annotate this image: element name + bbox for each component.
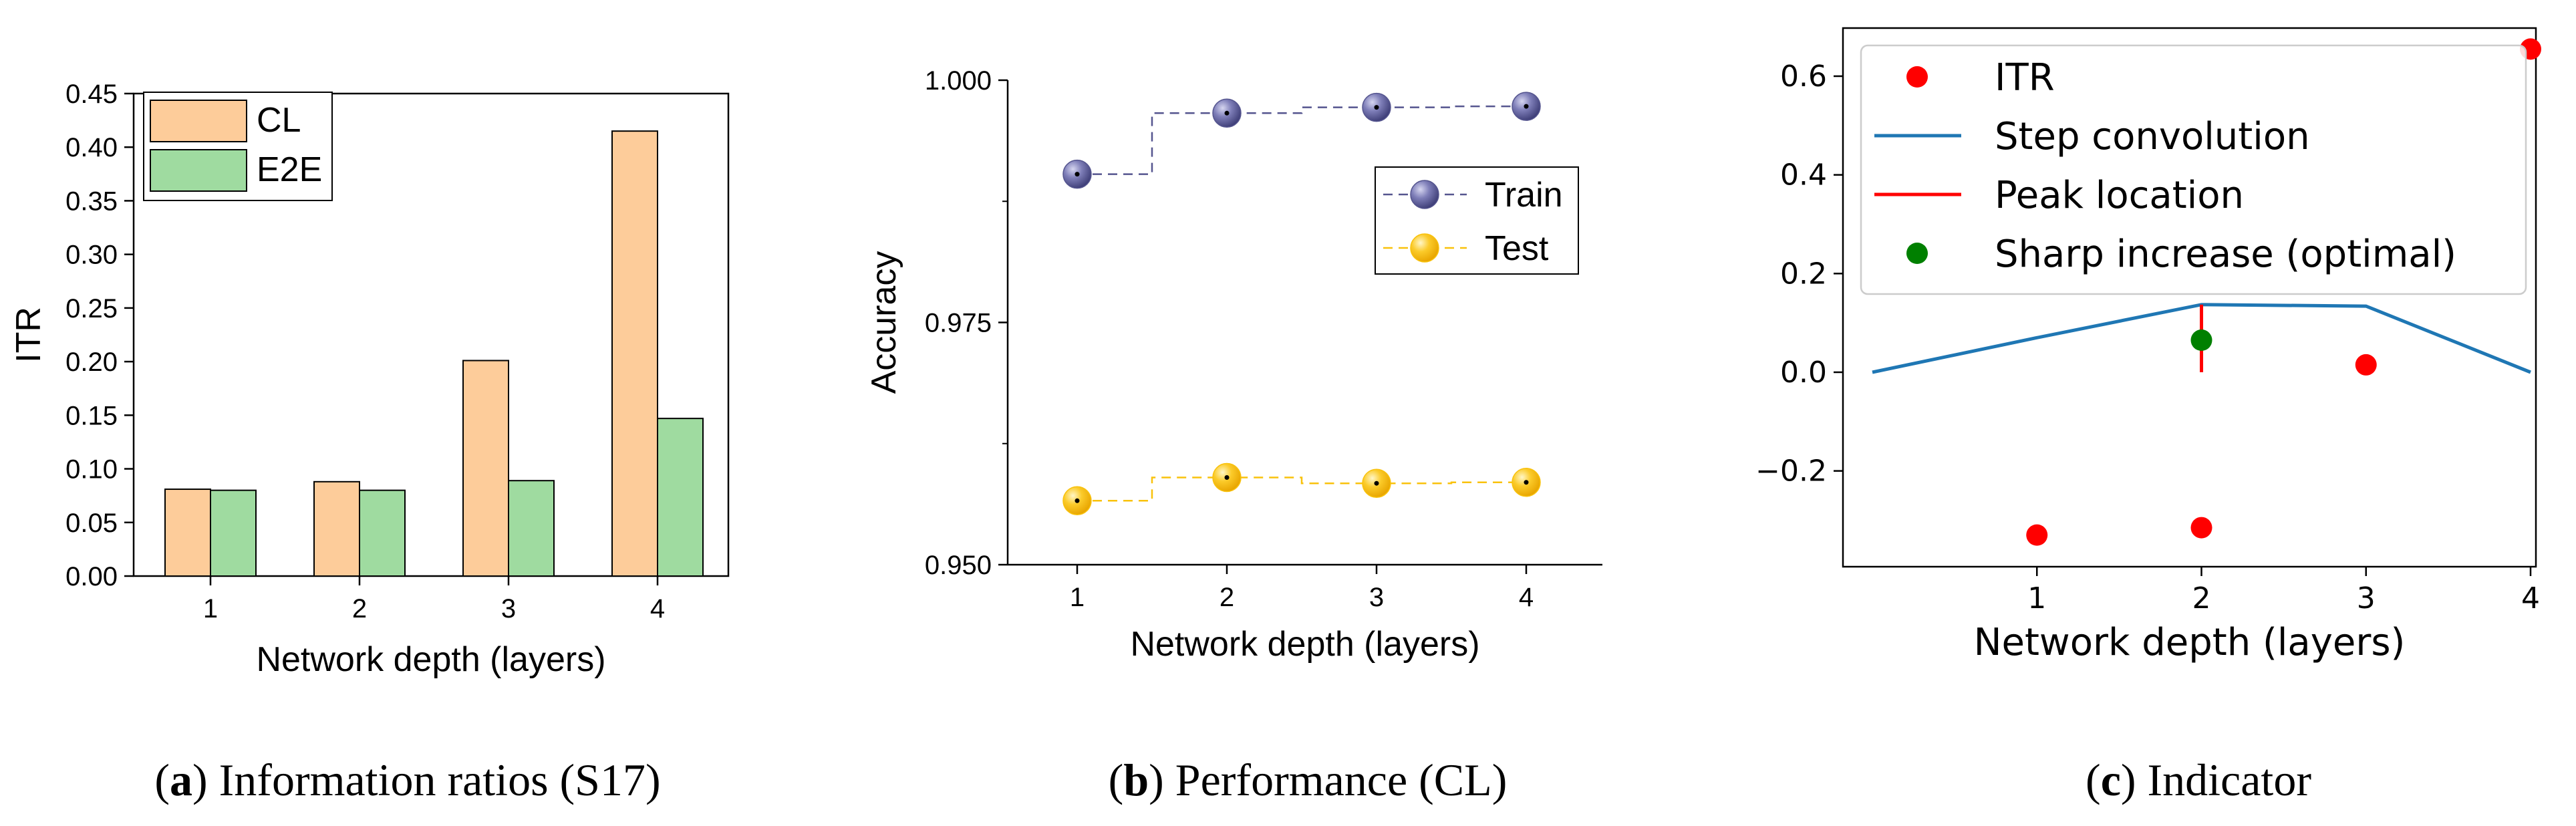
- plot-frame: [1842, 27, 2537, 568]
- bar-cl: [462, 360, 509, 577]
- legend-marker-test: [1410, 233, 1439, 263]
- x-tick-label: 2: [1220, 583, 1234, 612]
- y-tick-label: 1.000: [925, 66, 992, 96]
- legend: Train Test: [1375, 166, 1579, 275]
- x-axis-label: Network depth (layers): [1130, 625, 1479, 664]
- x-tick-label: 4: [650, 594, 665, 624]
- x-tick-label: 2: [2192, 581, 2211, 615]
- legend-label-itr: ITR: [1995, 56, 2055, 100]
- point-itr: [2190, 517, 2212, 539]
- legend: ITR Step convolution Peak location Sharp in…: [1860, 44, 2527, 295]
- x-tick-label: 1: [203, 594, 218, 624]
- legend-label-e2e: E2E: [257, 150, 322, 189]
- bar-e2e: [508, 480, 555, 577]
- bar-cl: [313, 480, 360, 577]
- y-tick-label: 0.4: [1780, 158, 1827, 192]
- legend-label-peak-location: Peak location: [1995, 174, 2244, 217]
- point-sharp-increase: [2190, 329, 2212, 352]
- legend-frame: [1860, 44, 2527, 295]
- y-tick-label: 0.20: [65, 348, 118, 377]
- x-tick-label: 2: [352, 594, 367, 624]
- marker-dot-test: [1224, 475, 1230, 480]
- y-tick-label: 0.35: [65, 186, 118, 216]
- point-itr: [2026, 524, 2048, 546]
- legend-marker-train: [1410, 180, 1439, 209]
- marker-dot-train: [1224, 110, 1230, 116]
- bar-cl: [164, 489, 211, 577]
- y-axis-label: Accuracy: [865, 251, 903, 394]
- caption: (b) Performance (CL): [1109, 754, 1508, 805]
- y-tick-label: 0.45: [65, 80, 118, 109]
- x-tick-label: 3: [2357, 581, 2376, 615]
- marker-dot-train: [1075, 172, 1080, 177]
- y-tick-label: 0.6: [1780, 59, 1827, 94]
- legend-swatch-e2e: [150, 149, 247, 192]
- x-tick-label: 4: [1519, 583, 1534, 612]
- legend-label-cl: CL: [257, 101, 301, 140]
- x-tick-label: 1: [2027, 581, 2046, 615]
- legend-label-sharp-increase-optimal: Sharp increase (optimal): [1995, 233, 2456, 276]
- bar-e2e: [657, 418, 704, 577]
- marker-dot-test: [1075, 498, 1080, 503]
- legend-frame: [1375, 166, 1579, 275]
- y-tick-label: 0.40: [65, 133, 118, 162]
- legend-label-step-convolution: Step convolution: [1995, 115, 2310, 158]
- y-tick-label: 0.05: [65, 509, 118, 538]
- y-tick-label: 0.25: [65, 294, 118, 323]
- legend-label-test: Test: [1485, 229, 1549, 268]
- caption: (c) Indicator: [2086, 754, 2311, 805]
- legend-label-train: Train: [1485, 176, 1563, 215]
- point-itr: [2355, 354, 2377, 376]
- x-tick-label: 3: [1369, 583, 1384, 612]
- marker-dot-test: [1524, 480, 1529, 485]
- y-tick-label: 0.10: [65, 455, 118, 485]
- y-tick-label: −0.2: [1755, 454, 1827, 489]
- bar-e2e: [359, 489, 406, 577]
- caption: (a) Information ratios (S17): [154, 754, 660, 805]
- legend-marker-itr: [1906, 66, 1928, 88]
- y-tick-label: 0.00: [65, 562, 118, 591]
- y-tick-label: 0.0: [1780, 356, 1827, 390]
- y-axis-label: ITR: [9, 307, 48, 363]
- panel-b-performance: 0.950 0.975 1.000 1 2 3 4 Network depth (layers…: [865, 66, 1602, 805]
- x-axis-label: Network depth (layers): [256, 640, 605, 679]
- legend: CL E2E: [143, 92, 333, 201]
- bar-cl: [611, 130, 658, 577]
- y-tick-label: 0.2: [1780, 257, 1827, 291]
- series-line-test: [1077, 476, 1526, 502]
- panel-a-information-ratios: 0.00 0.05 0.10 0.15 0.20 0.25 0.30 0.35 0.40 0.45…: [9, 80, 730, 805]
- plot-frame: [132, 92, 730, 577]
- x-axis-label: Network depth (layers): [1974, 621, 2406, 664]
- legend-swatch-cl: [150, 100, 247, 142]
- series-line-train: [1077, 105, 1526, 175]
- bar-e2e: [210, 489, 257, 577]
- y-tick-label: 0.950: [925, 551, 992, 580]
- x-tick-label: 3: [501, 594, 516, 624]
- y-tick-label: 0.15: [65, 401, 118, 430]
- y-tick-label: 0.30: [65, 241, 118, 270]
- marker-dot-train: [1524, 104, 1529, 109]
- x-tick-label: 4: [2521, 581, 2540, 615]
- y-tick-label: 0.975: [925, 309, 992, 338]
- panel-c-indicator: −0.2 0.0 0.2 0.4 0.6 1 2 3 4 Network depth (layer…: [1755, 27, 2541, 805]
- marker-dot-test: [1374, 480, 1379, 486]
- legend-marker-sharp-increase-optimal: [1906, 243, 1928, 264]
- marker-dot-train: [1374, 105, 1379, 110]
- x-tick-label: 1: [1070, 583, 1085, 612]
